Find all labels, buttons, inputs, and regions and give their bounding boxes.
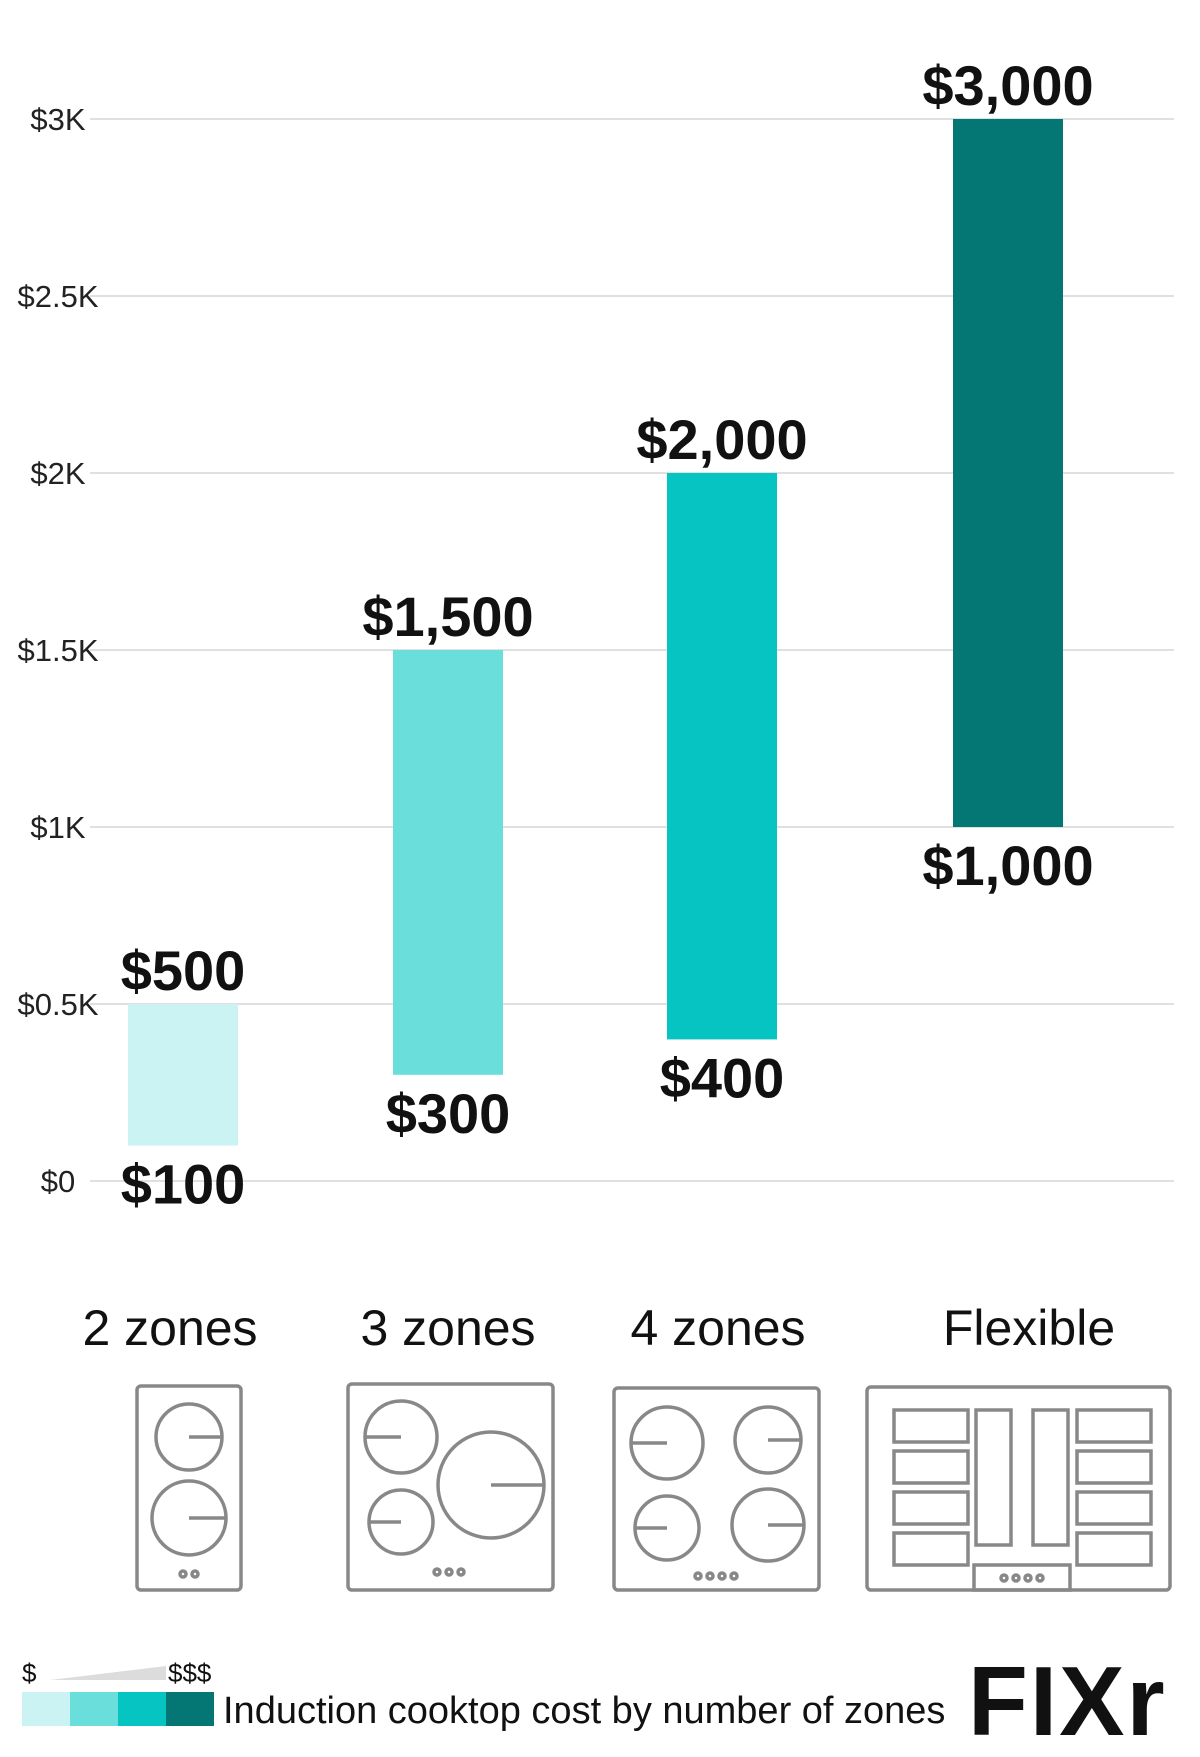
range-bar — [393, 650, 503, 1075]
low-value-label: $400 — [660, 1046, 785, 1109]
legend-swatch — [22, 1692, 70, 1726]
y-tick-label: $0.5K — [17, 987, 98, 1022]
legend-swatch — [70, 1692, 118, 1726]
y-tick-label: $0 — [41, 1164, 75, 1199]
range-bar — [128, 1004, 238, 1146]
category-label: 4 zones — [630, 1300, 805, 1356]
low-value-label: $1,000 — [922, 834, 1093, 897]
low-value-label: $100 — [121, 1153, 246, 1216]
y-tick-label: $3K — [30, 102, 85, 137]
fixr-logo: FIXr — [968, 1646, 1167, 1756]
cooktop-3-zones-icon — [346, 1382, 555, 1592]
legend-swatch — [166, 1692, 214, 1726]
y-tick-label: $1K — [30, 810, 85, 845]
cooktop-2-zones-icon — [135, 1384, 243, 1592]
y-tick-label: $2K — [30, 456, 85, 491]
cooktop-4-zones-icon — [612, 1386, 821, 1592]
y-tick-label: $2.5K — [17, 279, 98, 314]
cost-scale-wedge — [50, 1666, 166, 1680]
legend-swatch — [118, 1692, 166, 1726]
chart-caption: Induction cooktop cost by number of zone… — [223, 1690, 946, 1732]
category-label: Flexible — [943, 1300, 1115, 1356]
cost-scale-max-label: $$$ — [168, 1658, 212, 1688]
category-label: 3 zones — [360, 1300, 535, 1356]
cost-scale-min-label: $ — [22, 1658, 37, 1688]
category-label: 2 zones — [82, 1300, 257, 1356]
high-value-label: $1,500 — [362, 585, 533, 648]
y-tick-label: $1.5K — [17, 633, 98, 668]
high-value-label: $500 — [121, 939, 246, 1002]
range-bar — [953, 119, 1063, 827]
high-value-label: $3,000 — [922, 54, 1093, 117]
cooktop-flexible-icon — [865, 1385, 1172, 1592]
low-value-label: $300 — [386, 1082, 511, 1145]
range-bar — [667, 473, 777, 1040]
high-value-label: $2,000 — [636, 408, 807, 471]
color-legend — [22, 1692, 214, 1726]
